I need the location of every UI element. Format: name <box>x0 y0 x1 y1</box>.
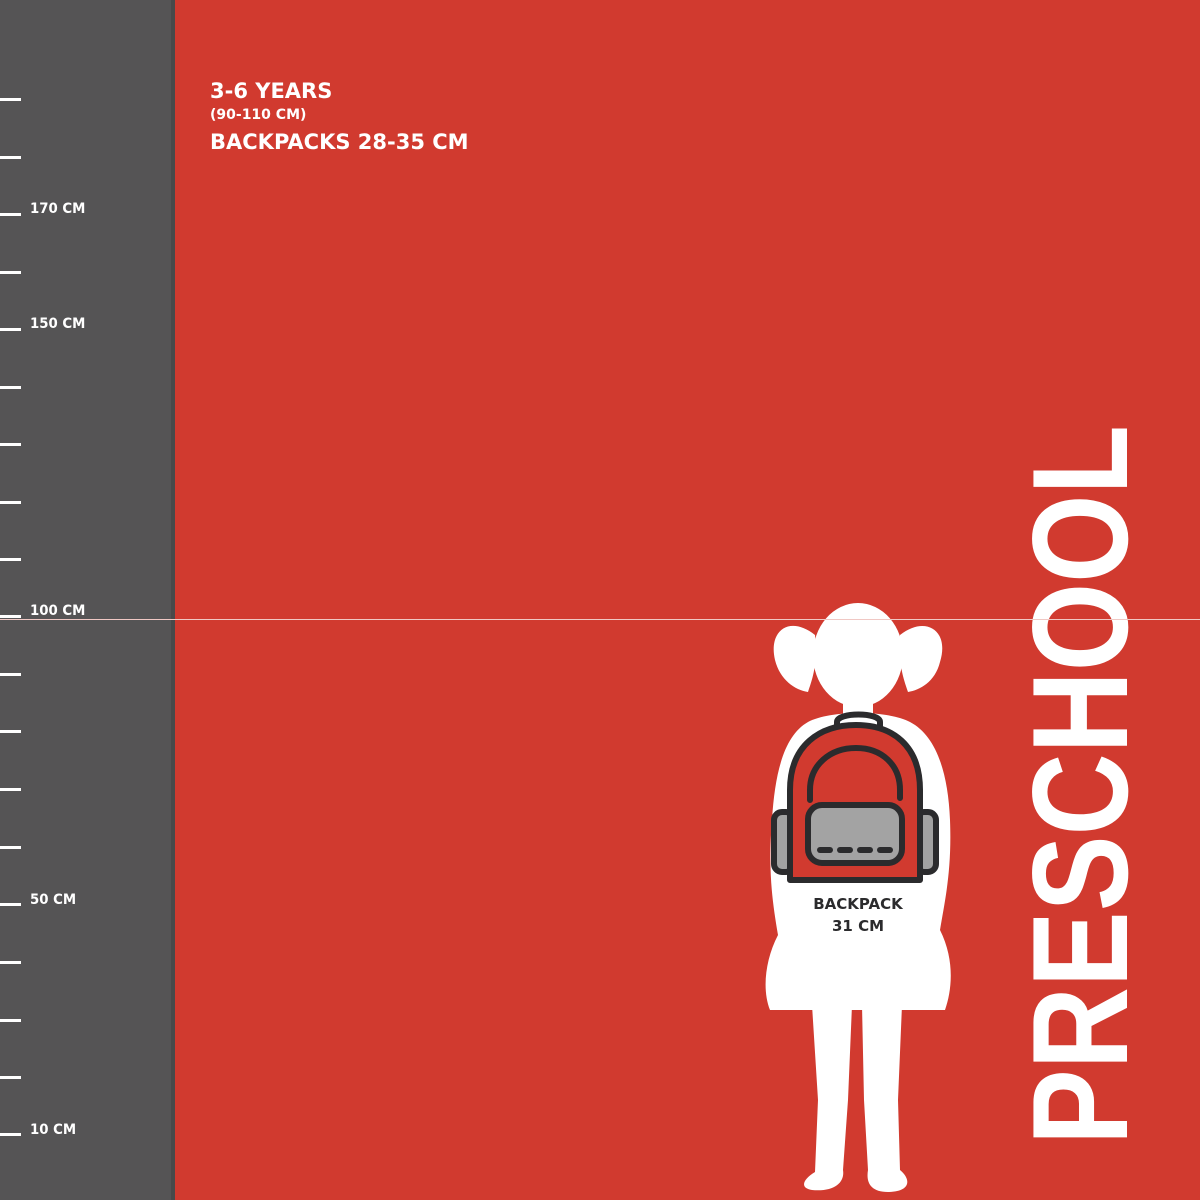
ruler-tick <box>0 903 21 906</box>
ruler-tick <box>0 961 21 964</box>
category-title: PRESCHOOL <box>1004 425 1156 1145</box>
ruler-tick <box>0 328 21 331</box>
ruler-tick <box>0 615 21 618</box>
ruler-tick <box>0 386 21 389</box>
backpack-range: BACKPACKS 28-35 CM <box>210 130 469 154</box>
ruler-tick <box>0 788 21 791</box>
age-info: 3-6 YEARS (90-110 CM) BACKPACKS 28-35 CM <box>210 78 469 158</box>
ruler-label-10: 10 CM <box>30 1122 77 1138</box>
ruler-tick <box>0 846 21 849</box>
ruler-tick <box>0 443 21 446</box>
ruler-tick <box>0 271 21 274</box>
backpack-label: BACKPACK <box>813 895 904 913</box>
backpack-size: 31 CM <box>832 917 884 935</box>
ruler-tick <box>0 1076 21 1079</box>
backpack-icon <box>771 711 939 883</box>
ruler-label-150: 150 CM <box>30 316 86 332</box>
ruler-tick <box>0 213 21 216</box>
ruler-label-50: 50 CM <box>30 892 77 908</box>
ruler-tick <box>0 558 21 561</box>
ruler-tick <box>0 501 21 504</box>
ruler-tick <box>0 673 21 676</box>
100cm-reference-line <box>0 619 1200 620</box>
ruler-label-170: 170 CM <box>30 201 86 217</box>
height-ruler: 170 CM 150 CM 100 CM 50 CM 10 CM <box>0 0 175 1200</box>
ruler-tick <box>0 1133 21 1136</box>
ruler-label-100: 100 CM <box>30 603 86 619</box>
ruler-tick <box>0 730 21 733</box>
age-range: 3-6 YEARS <box>210 79 333 103</box>
ruler-tick <box>0 1019 21 1022</box>
height-range: (90-110 CM) <box>210 107 307 123</box>
ruler-tick <box>0 98 21 101</box>
ruler-tick <box>0 156 21 159</box>
